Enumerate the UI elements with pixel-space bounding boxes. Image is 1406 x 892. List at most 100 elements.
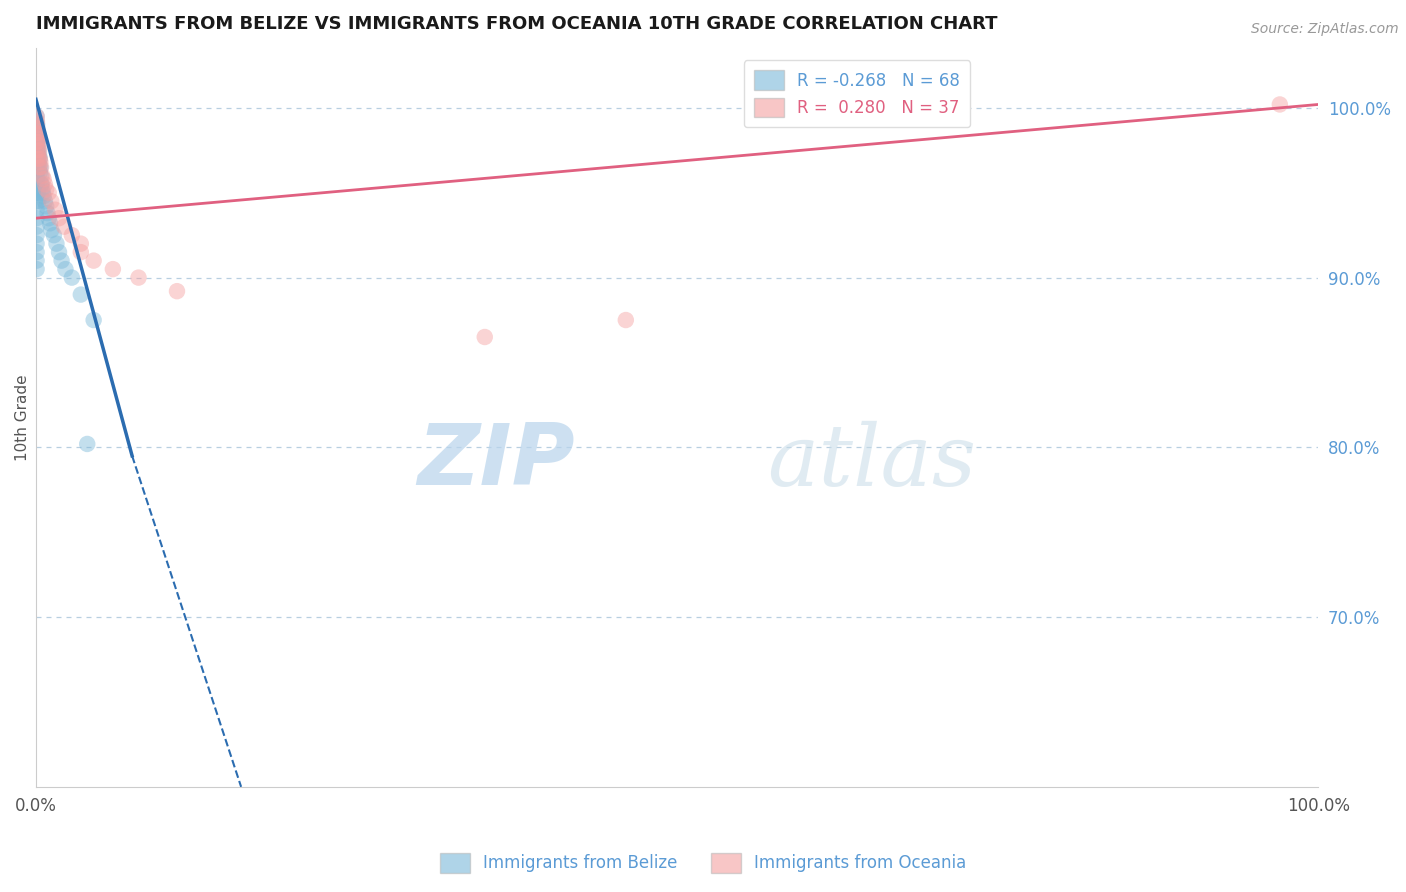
Point	[1268, 97, 1291, 112]
Point	[38, 211, 60, 226]
Point	[25, 194, 48, 209]
Point	[25, 165, 48, 179]
Point	[25, 219, 48, 234]
Point	[101, 262, 124, 277]
Point	[28, 143, 51, 157]
Point	[76, 437, 98, 451]
Point	[27, 126, 49, 140]
Point	[27, 135, 49, 149]
Point	[60, 228, 83, 243]
Point	[25, 253, 48, 268]
Point	[31, 182, 53, 196]
Point	[39, 216, 62, 230]
Point	[25, 126, 48, 140]
Point	[25, 121, 48, 136]
Point	[41, 223, 63, 237]
Point	[38, 186, 60, 200]
Point	[27, 143, 49, 157]
Point	[25, 131, 48, 145]
Point	[34, 178, 56, 192]
Point	[25, 211, 48, 226]
Point	[25, 135, 48, 149]
Point	[34, 194, 56, 209]
Point	[28, 161, 51, 175]
Point	[45, 236, 67, 251]
Point	[27, 148, 49, 162]
Point	[48, 211, 70, 226]
Point	[55, 262, 77, 277]
Point	[30, 161, 52, 175]
Point	[614, 313, 637, 327]
Point	[25, 118, 48, 132]
Point	[25, 178, 48, 192]
Point	[128, 270, 150, 285]
Point	[25, 118, 48, 132]
Point	[28, 161, 51, 175]
Point	[35, 182, 58, 196]
Point	[25, 121, 48, 136]
Point	[25, 228, 48, 243]
Point	[28, 165, 51, 179]
Point	[51, 253, 73, 268]
Point	[25, 186, 48, 200]
Text: Source: ZipAtlas.com: Source: ZipAtlas.com	[1251, 22, 1399, 37]
Point	[31, 169, 53, 183]
Point	[25, 114, 48, 128]
Point	[28, 148, 51, 162]
Text: atlas: atlas	[766, 421, 976, 503]
Point	[25, 161, 48, 175]
Point	[27, 138, 49, 153]
Point	[25, 236, 48, 251]
Point	[27, 152, 49, 166]
Point	[27, 126, 49, 140]
Point	[32, 186, 55, 200]
Point	[25, 169, 48, 183]
Point	[25, 126, 48, 140]
Point	[25, 109, 48, 123]
Point	[25, 172, 48, 186]
Point	[27, 182, 49, 196]
Point	[27, 148, 49, 162]
Point	[25, 155, 48, 169]
Point	[25, 172, 48, 186]
Point	[42, 228, 65, 243]
Point	[27, 194, 49, 209]
Point	[31, 178, 53, 192]
Point	[25, 161, 48, 175]
Point	[83, 253, 105, 268]
Point	[69, 245, 91, 260]
Point	[48, 245, 70, 260]
Point	[25, 202, 48, 217]
Point	[25, 143, 48, 157]
Point	[30, 161, 52, 175]
Point	[69, 287, 91, 301]
Point	[53, 219, 76, 234]
Point	[28, 152, 51, 166]
Point	[474, 330, 496, 344]
Point	[32, 189, 55, 203]
Point	[27, 138, 49, 153]
Text: ZIP: ZIP	[418, 420, 575, 503]
Point	[30, 178, 52, 192]
Point	[27, 131, 49, 145]
Point	[27, 186, 49, 200]
Point	[25, 114, 48, 128]
Point	[166, 284, 188, 298]
Point	[27, 143, 49, 157]
Point	[41, 194, 63, 209]
Point	[25, 126, 48, 140]
Point	[25, 148, 48, 162]
Point	[25, 138, 48, 153]
Point	[60, 270, 83, 285]
Point	[69, 236, 91, 251]
Point	[83, 313, 105, 327]
Y-axis label: 10th Grade: 10th Grade	[15, 375, 31, 461]
Legend: R = -0.268   N = 68, R =  0.280   N = 37: R = -0.268 N = 68, R = 0.280 N = 37	[744, 61, 970, 128]
Point	[25, 131, 48, 145]
Point	[30, 169, 52, 183]
Point	[25, 143, 48, 157]
Point	[25, 152, 48, 166]
Point	[25, 245, 48, 260]
Point	[30, 155, 52, 169]
Point	[27, 155, 49, 169]
